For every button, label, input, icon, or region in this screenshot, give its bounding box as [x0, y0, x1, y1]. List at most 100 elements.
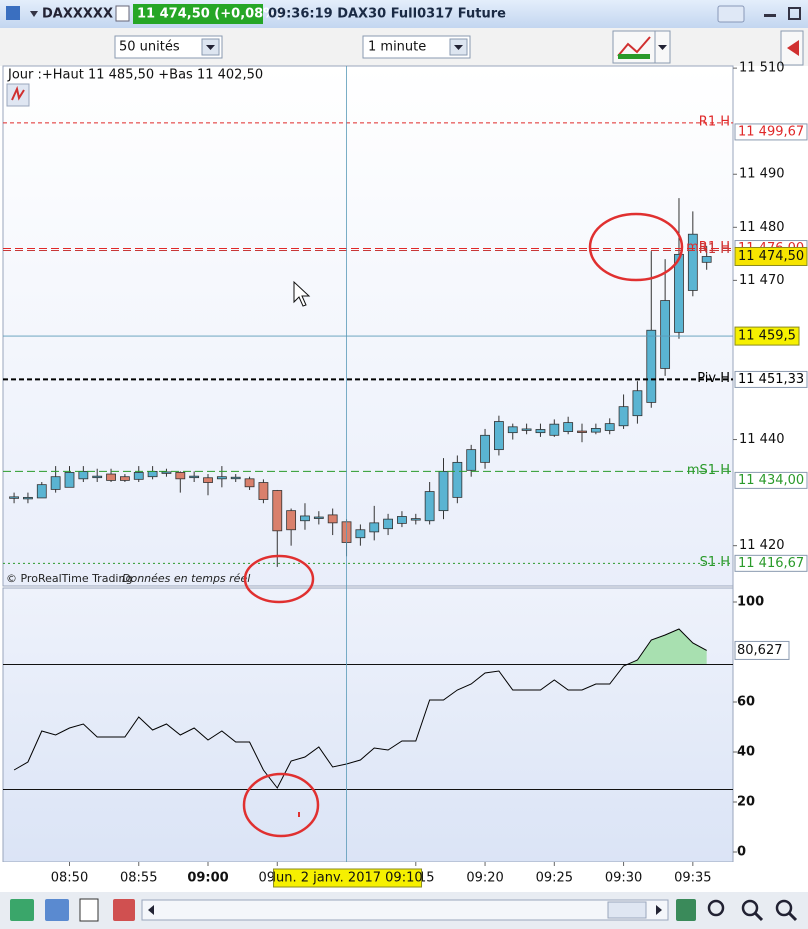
pivot-level-label: 11 434,00 — [738, 473, 804, 488]
candle-body — [438, 470, 449, 512]
candle-body — [161, 471, 172, 474]
dropdown-arrow — [206, 45, 215, 50]
zoom-out-button[interactable] — [741, 899, 759, 917]
candle-body — [618, 406, 629, 427]
last-price-box — [734, 246, 808, 266]
mouse-pointer — [293, 280, 311, 307]
pivot-level-name: R1 H — [699, 114, 730, 129]
scroll-thumb[interactable] — [607, 901, 647, 919]
menu-arrow[interactable] — [30, 11, 38, 17]
cursor-time-label: lun. 2 janv. 2017 09:10 — [272, 871, 422, 886]
last-value-label: 80,627 — [737, 643, 783, 658]
scrollbar[interactable] — [141, 899, 669, 921]
x-tick-label: 09:00 — [187, 871, 228, 886]
tool-button[interactable] — [79, 898, 99, 922]
annotation-circle — [242, 772, 320, 838]
interval-dropdown[interactable] — [362, 35, 471, 59]
last-value-box — [734, 640, 790, 660]
x-tick-label: 08:50 — [51, 871, 88, 886]
zoom-in-handle — [787, 911, 798, 922]
pivot-level-box — [734, 123, 808, 141]
x-tick-label: 08:55 — [120, 871, 157, 886]
oscillator-line — [13, 628, 707, 789]
candle-body — [424, 491, 435, 522]
y-tick-label: 11 440 — [739, 432, 785, 447]
y-tick-label: 40 — [737, 745, 755, 760]
data-notice: Données en temps réel — [122, 572, 250, 585]
pivot-level-label: 11 451,33 — [738, 372, 804, 387]
x-tick-label: 09:35 — [674, 871, 711, 886]
candle-body — [78, 470, 89, 480]
y-tick-label: 11 480 — [739, 220, 785, 235]
candle-body — [632, 390, 643, 417]
y-tick-label: 60 — [737, 695, 755, 710]
candle-body — [397, 516, 407, 524]
units-dropdown[interactable] — [114, 35, 223, 59]
scroll-left[interactable] — [148, 905, 154, 915]
scroll-right[interactable] — [656, 905, 662, 915]
candle-body — [494, 421, 504, 451]
candle-body — [590, 428, 601, 433]
candle-body — [535, 429, 546, 434]
copyright: © ProRealTime Trading — [6, 572, 132, 585]
y-tick-label: 0 — [737, 845, 746, 860]
minimize-button[interactable] — [764, 14, 776, 17]
side-panel-icon — [787, 40, 799, 56]
candle-body — [563, 422, 574, 432]
keyboard-button[interactable] — [717, 5, 745, 23]
candle-body — [674, 253, 684, 333]
candle-body — [64, 472, 75, 488]
tool-button[interactable] — [113, 899, 135, 921]
candle-body — [452, 461, 463, 498]
candle-body — [355, 529, 366, 539]
candle-body — [687, 233, 698, 291]
pivot-level-box — [734, 471, 808, 489]
candle-body — [466, 449, 477, 471]
pivot-level-label: 11 416,67 — [738, 556, 804, 571]
pivot-level-box — [734, 554, 808, 572]
indicator-icon — [617, 36, 651, 57]
y-tick-label: 11 420 — [739, 538, 785, 553]
zoom-area-button[interactable] — [707, 899, 725, 917]
candle-body — [119, 476, 130, 481]
tool-button[interactable] — [10, 899, 34, 921]
price-axis — [733, 66, 808, 862]
y-tick-label: 100 — [737, 595, 764, 610]
app-icon — [6, 6, 20, 20]
candle-body — [36, 484, 47, 499]
candle-body — [244, 478, 255, 488]
annotation-circle — [243, 554, 315, 604]
candle-body — [23, 496, 33, 500]
candle-body — [258, 482, 269, 500]
candle-body — [9, 496, 19, 499]
dropdown-arrow — [658, 45, 667, 50]
candle-body — [480, 434, 490, 463]
indicator-icon — [618, 54, 650, 59]
maximize-button[interactable] — [788, 7, 801, 20]
price-pane — [2, 65, 734, 587]
zoom-in-button[interactable] — [775, 899, 793, 917]
tool-button[interactable] — [676, 899, 696, 921]
candle-body — [175, 472, 186, 480]
pivot-level-name: S1 H — [700, 555, 730, 570]
refresh-icon — [11, 85, 25, 101]
x-tick-label: 09:30 — [605, 871, 642, 886]
oscillator-plot — [3, 628, 733, 790]
y-tick-label: 11 490 — [739, 167, 785, 182]
candle-body — [92, 475, 103, 479]
y-tick-label: 11 470 — [739, 273, 785, 288]
oscillator-pane — [2, 587, 734, 863]
candle-body — [272, 490, 283, 532]
candle-body — [701, 256, 712, 263]
candle-body — [369, 522, 380, 533]
quote: 11 474,50 (+0,08%) — [137, 7, 282, 22]
tool-button[interactable] — [45, 899, 69, 921]
candle-body — [549, 423, 560, 436]
candle-body — [327, 514, 338, 524]
cursor-time-box — [273, 868, 423, 888]
zoom-out-handle — [753, 911, 764, 922]
candle-body — [106, 473, 116, 481]
cursor-price-label: 11 459,5 — [738, 329, 796, 344]
